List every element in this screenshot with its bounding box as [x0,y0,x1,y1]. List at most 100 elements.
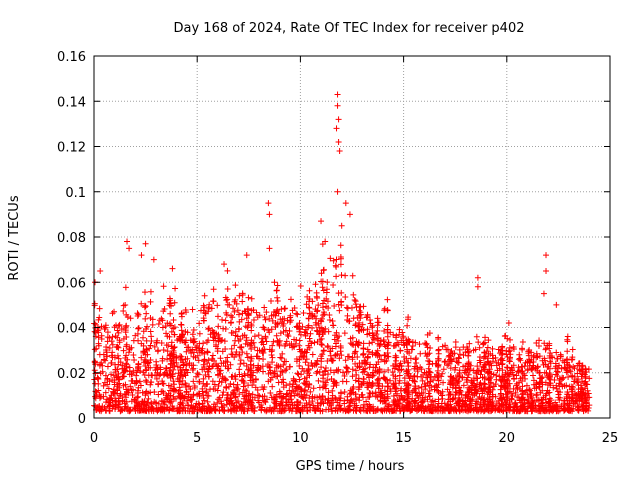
data-point [419,377,426,384]
data-point [447,365,454,372]
data-point [335,337,342,344]
data-point [274,337,281,344]
data-point [103,349,110,356]
data-point [426,368,433,375]
data-point [122,329,129,336]
data-point [347,340,354,347]
data-point [189,331,196,338]
data-point [238,377,245,384]
data-point [577,382,584,389]
data-point [334,91,341,98]
data-point [475,339,482,346]
data-point [473,390,480,397]
data-point [477,371,484,378]
data-point [320,312,327,319]
data-point [391,342,398,349]
data-point [182,356,189,363]
data-point [435,400,442,407]
data-point [183,367,190,374]
data-point [128,344,135,351]
data-point [214,387,221,394]
data-point [214,345,221,352]
data-point [277,354,284,361]
data-point [322,396,329,403]
data-point [130,367,137,374]
data-point [319,342,326,349]
data-point [196,330,203,337]
data-point [204,368,211,375]
data-point [332,262,339,269]
data-point [405,316,412,323]
data-point [579,386,586,393]
data-point [135,325,142,332]
data-point [320,378,327,385]
data-point [306,380,313,387]
data-point [307,407,314,414]
data-point [411,372,418,379]
data-point [360,378,367,385]
data-point [280,361,287,368]
data-point [103,344,110,351]
data-point [274,282,281,289]
data-point [245,392,252,399]
data-point [384,388,391,395]
data-point [415,384,422,391]
data-point [476,354,483,361]
data-point [254,392,261,399]
data-point [489,406,496,413]
data-point [152,400,159,407]
data-point [497,356,504,363]
data-point [178,310,185,317]
data-point [232,337,239,344]
data-point [405,381,412,388]
data-point [555,394,562,401]
data-point [462,394,469,401]
data-point [343,364,350,371]
data-point [349,398,356,405]
data-point [467,400,474,407]
data-point [147,364,154,371]
data-point [134,402,141,409]
data-point [104,363,111,370]
data-point [255,362,262,369]
y-tick-label: 0.06 [57,276,86,291]
data-point [335,116,342,123]
data-point [123,343,130,350]
data-point [278,379,285,386]
data-point [202,310,209,317]
data-point [267,297,274,304]
data-point [194,370,201,377]
data-point [484,405,491,412]
data-point [519,378,526,385]
data-point [273,400,280,407]
data-point [159,380,166,387]
data-point [482,334,489,341]
data-point [127,383,134,390]
data-point [205,373,212,380]
data-point [585,366,592,373]
data-point [351,297,358,304]
data-point [384,395,391,402]
data-point [539,403,546,410]
data-point [113,343,120,350]
data-point [314,338,321,345]
data-point [576,360,583,367]
y-tick-label: 0.08 [57,231,86,246]
data-point [474,381,481,388]
data-point [287,296,294,303]
data-point [374,315,381,322]
data-point [456,346,463,353]
data-point [582,373,589,380]
data-point [482,381,489,388]
data-point [485,401,492,408]
data-point [338,272,345,279]
data-point [170,359,177,366]
data-point [553,349,560,356]
data-point [234,381,241,388]
data-point [396,372,403,379]
data-point [382,376,389,383]
data-point [519,396,526,403]
data-point [134,394,141,401]
data-point [315,377,322,384]
data-point [236,311,243,318]
